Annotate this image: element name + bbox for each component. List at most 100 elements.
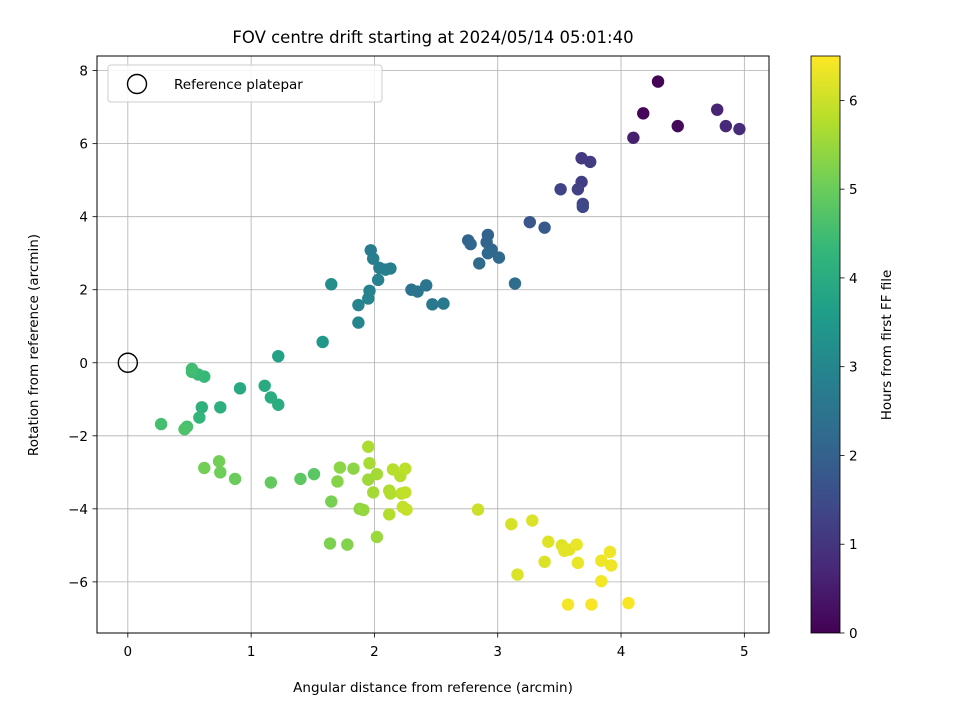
- data-point: [195, 401, 209, 414]
- legend-box: [107, 64, 383, 103]
- data-point: [370, 530, 384, 544]
- data-point: [370, 467, 384, 481]
- data-point: [523, 215, 536, 229]
- data-point: [411, 285, 424, 298]
- data-point: [420, 279, 433, 292]
- data-point: [561, 598, 575, 611]
- data-point: [651, 75, 665, 88]
- x-tick-label: 5: [740, 644, 749, 660]
- data-point: [471, 503, 485, 516]
- data-point: [554, 183, 567, 196]
- y-tick-label: 8: [79, 64, 88, 80]
- y-axis-label: Rotation from reference (arcmin): [26, 234, 42, 456]
- data-point: [595, 554, 608, 567]
- data-point: [585, 598, 598, 611]
- data-point: [383, 508, 396, 521]
- x-tick-label: 2: [370, 644, 379, 660]
- data-point: [711, 103, 724, 116]
- colorbar: 0 1 2 3 4 5 6 Hours from first FF file: [810, 55, 895, 642]
- data-point: [193, 411, 206, 424]
- data-point: [357, 503, 370, 517]
- x-axis-ticks: 0 1 2 3 4 5: [124, 633, 749, 660]
- data-point: [526, 514, 539, 527]
- data-point: [426, 298, 439, 311]
- colorbar-tick-label: 5: [849, 182, 858, 198]
- y-tick-label: 2: [79, 283, 88, 299]
- data-point: [198, 461, 211, 475]
- colorbar-label: Hours from first FF file: [879, 270, 895, 421]
- data-point: [272, 398, 285, 411]
- data-point: [316, 335, 329, 349]
- data-point: [384, 262, 397, 275]
- data-point: [307, 467, 321, 481]
- data-point: [571, 183, 585, 196]
- data-point: [333, 461, 347, 474]
- y-axis-ticks: −6 −4 −2 0 2 4 6 8: [68, 64, 97, 591]
- data-point: [595, 574, 608, 588]
- data-point: [584, 155, 597, 169]
- y-tick-label: −6: [68, 575, 88, 591]
- data-point: [366, 486, 380, 499]
- data-point: [511, 568, 524, 581]
- data-point: [366, 252, 380, 265]
- data-point: [362, 440, 375, 453]
- data-point: [576, 200, 590, 214]
- data-point: [492, 251, 506, 264]
- data-point: [214, 401, 227, 414]
- data-point: [178, 423, 191, 436]
- colorbar-tick-label: 6: [849, 93, 858, 109]
- data-point: [719, 119, 733, 133]
- data-point: [505, 517, 518, 531]
- data-point: [637, 107, 650, 120]
- x-tick-label: 1: [247, 644, 256, 660]
- grid-lines: [97, 56, 769, 633]
- colorbar-tick-label: 1: [849, 537, 858, 553]
- data-point: [258, 379, 271, 392]
- data-point: [671, 119, 684, 133]
- data-point: [627, 131, 640, 145]
- data-point: [294, 472, 307, 486]
- x-tick-label: 3: [493, 644, 502, 660]
- legend-label-reference: Reference platepar: [174, 77, 303, 93]
- data-point: [214, 466, 227, 479]
- data-point: [508, 277, 522, 290]
- y-tick-label: 4: [79, 210, 88, 226]
- data-point: [733, 122, 746, 136]
- data-point: [604, 559, 618, 572]
- legend-marker-reference: [126, 73, 148, 95]
- data-point: [341, 538, 354, 551]
- y-tick-label: −4: [68, 502, 88, 518]
- x-tick-label: 0: [124, 644, 133, 660]
- data-point: [538, 221, 551, 234]
- plot-area-frame: [96, 55, 770, 634]
- data-point: [570, 538, 583, 551]
- colorbar-tick-label: 0: [849, 626, 858, 642]
- data-point: [272, 349, 285, 363]
- chart-title: FOV centre drift starting at 2024/05/14 …: [232, 28, 633, 47]
- data-point: [464, 237, 477, 251]
- data-point: [185, 362, 199, 376]
- data-point: [571, 556, 585, 570]
- data-point: [437, 297, 450, 310]
- data-point: [352, 298, 365, 312]
- data-point: [352, 316, 365, 329]
- reference-marker: [117, 352, 139, 373]
- data-point: [622, 596, 635, 610]
- colorbar-tick-label: 4: [849, 271, 858, 287]
- data-point: [400, 503, 413, 516]
- data-point: [325, 278, 338, 291]
- colorbar-tick-label: 3: [849, 360, 858, 376]
- data-point: [399, 462, 412, 475]
- data-point: [212, 455, 226, 468]
- data-point: [542, 535, 555, 548]
- colorbar-tick-label: 2: [849, 448, 858, 464]
- data-point: [233, 382, 247, 395]
- data-point: [323, 537, 337, 550]
- data-point: [331, 475, 344, 488]
- data-point: [264, 476, 278, 489]
- data-point: [538, 555, 551, 568]
- data-point: [154, 417, 168, 431]
- data-point: [603, 545, 617, 559]
- data-point: [481, 247, 495, 260]
